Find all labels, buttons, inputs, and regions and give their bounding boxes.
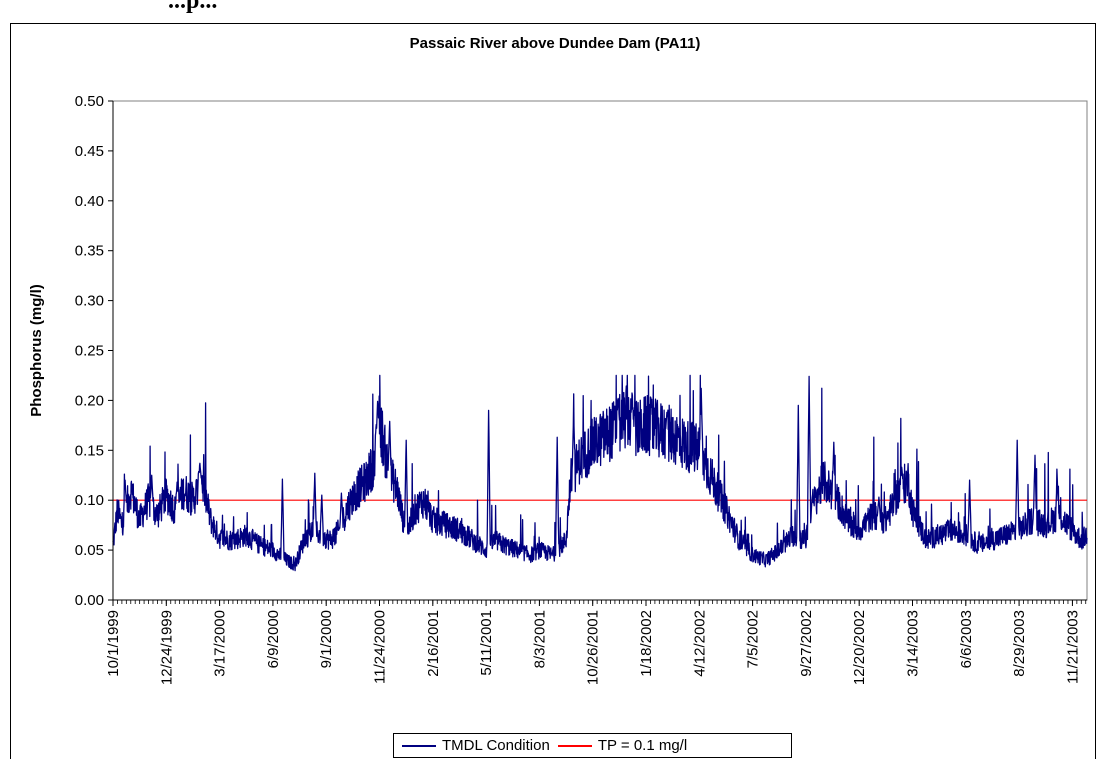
page-heading-fragment: ...p... bbox=[168, 0, 217, 15]
y-tick-label: 0.20 bbox=[75, 392, 104, 409]
legend-item-tmdl: TMDL Condition bbox=[394, 737, 550, 754]
y-axis-label: Phosphorus (mg/l) bbox=[28, 284, 45, 417]
y-tick-label: 0.30 bbox=[75, 293, 104, 310]
y-tick-label: 0.05 bbox=[75, 542, 104, 559]
series-line-tmdl bbox=[112, 374, 1088, 572]
x-tick-label: 7/5/2002 bbox=[745, 610, 762, 668]
y-tick-label: 0.50 bbox=[75, 93, 104, 110]
x-tick-label: 10/1/1999 bbox=[105, 610, 122, 677]
chart-frame bbox=[10, 23, 1096, 759]
legend-swatch-tmdl bbox=[402, 744, 436, 747]
legend-label-tmdl: TMDL Condition bbox=[442, 737, 550, 754]
y-axis: 0.00 0.05 0.10 0.15 0.20 0.25 0.30 0.35 0.40 0.45… bbox=[75, 93, 114, 609]
x-tick-label: 2/16/2001 bbox=[425, 610, 442, 677]
x-tick-label: 12/24/1999 bbox=[158, 610, 175, 685]
y-tick-label: 0.15 bbox=[75, 442, 104, 459]
plot-area bbox=[112, 100, 1088, 601]
x-tick-label: 1/18/2002 bbox=[638, 610, 655, 677]
y-tick-label: 0.35 bbox=[75, 243, 104, 260]
legend-item-tp: TP = 0.1 mg/l bbox=[550, 737, 687, 754]
x-tick-label: 9/1/2000 bbox=[318, 610, 335, 668]
x-tick-label: 3/14/2003 bbox=[905, 610, 922, 677]
y-tick-label: 0.45 bbox=[75, 143, 104, 160]
x-tick-label: 3/17/2000 bbox=[212, 610, 229, 677]
x-tick-label: 10/26/2001 bbox=[585, 610, 602, 685]
y-tick-label: 0.40 bbox=[75, 193, 104, 210]
chart-svg: Passaic River above Dundee Dam (PA11) Ph… bbox=[28, 35, 1088, 685]
y-tick-label: 0.25 bbox=[75, 343, 104, 360]
legend: TMDL Condition TP = 0.1 mg/l bbox=[393, 733, 792, 758]
x-tick-label: 8/29/2003 bbox=[1011, 610, 1028, 677]
x-tick-label: 5/11/2001 bbox=[478, 610, 495, 676]
x-tick-label: 11/24/2000 bbox=[372, 610, 389, 684]
x-tick-label: 11/21/2003 bbox=[1064, 610, 1081, 684]
x-tick-label: 6/6/2003 bbox=[958, 610, 975, 668]
y-tick-label: 0.00 bbox=[75, 592, 104, 609]
x-tick-label: 9/27/2002 bbox=[798, 610, 815, 677]
x-axis: 10/1/1999 12/24/1999 3/17/2000 6/9/2000 9/1/… bbox=[105, 599, 1087, 685]
chart-title: Passaic River above Dundee Dam (PA11) bbox=[410, 35, 701, 52]
y-tick-label: 0.10 bbox=[75, 492, 104, 509]
legend-label-tp: TP = 0.1 mg/l bbox=[597, 737, 688, 754]
page-heading-fragment-text: ...p... bbox=[168, 0, 218, 14]
x-tick-label: 6/9/2000 bbox=[265, 610, 282, 668]
legend-swatch-tp bbox=[557, 744, 592, 747]
x-tick-label: 12/20/2002 bbox=[851, 610, 868, 685]
x-tick-label: 4/12/2002 bbox=[691, 610, 708, 677]
x-tick-label: 8/3/2001 bbox=[531, 610, 548, 668]
